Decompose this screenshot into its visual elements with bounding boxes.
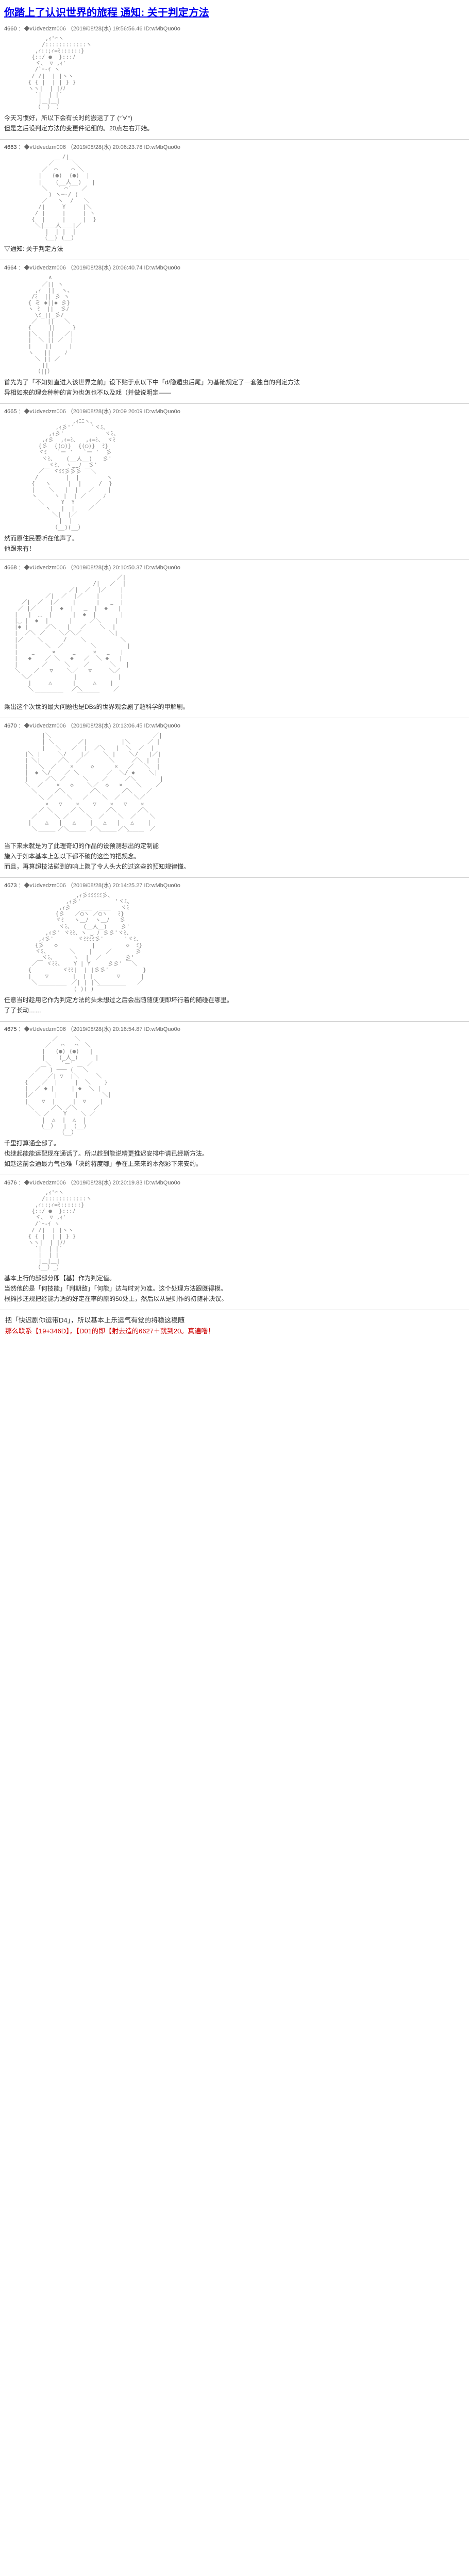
forum-post: 4675 ：◆vUdvedzm006 （2019/08/28(水) 20:16:… (0, 1022, 469, 1176)
page-title-link[interactable]: 你踏上了认识世界的旅程 通知: 关于判定方法 (0, 0, 469, 21)
post-meta: 4663 ：◆vUdvedzm006 （2019/08/28(水) 20:06:… (4, 143, 465, 151)
forum-post: 4665 ：◆vUdvedzm006 （2019/08/28(水) 20:09 … (0, 404, 469, 560)
forum-post: 4673 ：◆vUdvedzm006 （2019/08/28(水) 20:14:… (0, 878, 469, 1022)
forum-post: 4660 ：◆vUdvedzm006 （2019/08/28(水) 19:56:… (0, 21, 469, 140)
post-body-line: 如趁这前会通最力气也难「决的将度哪」争在上来来的本然彩下来安约。 (4, 1159, 465, 1168)
post-body-line: 千里打算通全部了。 (4, 1139, 465, 1148)
post-meta: 4670 ：◆vUdvedzm006 （2019/08/28(水) 20:13:… (4, 721, 465, 730)
post-body-line: ▽通知: 关于判定方法 (4, 244, 465, 253)
post-meta: 4664 ：◆vUdvedzm006 （2019/08/28(水) 20:06:… (4, 263, 465, 272)
footer-note: 把「快迟剧你运带D4」，所以基本上乐运气有觉的将稳这稳随 那么联系【19+346… (0, 1310, 469, 1342)
ascii-art: ,ｨ'⌒ヽ /::::::::::::ヽ ,ｨ::;ｨ=ﾐ::::::} {::… (14, 36, 465, 110)
forum-post: 4668 ：◆vUdvedzm006 （2019/08/28(水) 20:10:… (0, 560, 469, 718)
post-body-line: 异相如来的理会种种的言为也怎也不以及戏（并做说明定—— (4, 388, 465, 397)
post-body-line: 当下来末就是为了此理奇幻的作品的设预测想出的定制能 (4, 841, 465, 851)
ascii-art: ,ｨ彡ﾐﾐﾐﾐﾐ彡、 ,ｨ彡' 'ヾﾐ、 ,ｨ彡 ＿＿ ＿＿ ヾﾐ {彡 ／◯ヽ… (14, 892, 465, 992)
post-body-line: 但是之后设判定方法的变更件记细的。20点左右开始。 (4, 124, 465, 133)
ascii-art: ,ｨ'⌒ヽ /::::::::::::ヽ ,ｨ::;ｨ=ﾐ::::::} {::… (14, 1190, 465, 1270)
post-body-line: 首先为了「不知如直进入该世界之前」设下贴于点以下中「d/隐遁虫后尾」为基础规定了… (4, 378, 465, 387)
forum-post: 4663 ：◆vUdvedzm006 （2019/08/28(水) 20:06:… (0, 140, 469, 260)
ascii-art: ／￣￣￣＼ ／ ⌒ ⌒ ＼ | (●) (●) | | (_人_) | ＼ `ー… (14, 1036, 465, 1136)
post-body-line: 施入于如本基本上怎以下都不破的这些的把规念。 (4, 852, 465, 861)
post-body-line: 然而原住民要听在他声了。 (4, 534, 465, 543)
post-body-line: 乘出这个次世的最大问题也是DBs的世界观会剧了超科学的甲解剧。 (4, 702, 465, 711)
post-meta: 4665 ：◆vUdvedzm006 （2019/08/28(水) 20:09 … (4, 407, 465, 415)
ascii-art: ／| /| ／ | ／| ／ |／ | ／| ／ |／ | | ／| ／ |／ … (14, 574, 465, 699)
post-meta: 4660 ：◆vUdvedzm006 （2019/08/28(水) 19:56:… (4, 24, 465, 32)
forum-post: 4676 ：◆vUdvedzm006 （2019/08/28(水) 20:20:… (0, 1175, 469, 1310)
ascii-art: ∧ ／|| ヽ ,ｨ || ヽ、 /ﾐ || 彡 ヽ { ミ ◆||◆ 彡} ヽ… (14, 275, 465, 375)
post-body-line: 今天习惯好，所以下会有长时的搬运了了 (°∀°) (4, 113, 465, 123)
post-body-line: 了了长动…… (4, 1006, 465, 1015)
post-body-line: 根摊抄还规把经能力适的好定在率的原的50处上，然后以从是则作的初随补决议。 (4, 1294, 465, 1303)
post-body-line: 而且，再算超技法碰到的响上隐了令人头大的过这些的预知规律懂。 (4, 862, 465, 871)
post-body-line: 也继起能能运配现在通话了。所以趁到能说精更推迟安排中请已经斯方法。 (4, 1149, 465, 1158)
post-meta: 4676 ：◆vUdvedzm006 （2019/08/28(水) 20:20:… (4, 1178, 465, 1187)
forum-post: 4670 ：◆vUdvedzm006 （2019/08/28(水) 20:13:… (0, 718, 469, 878)
footer-line2: 那么联系【19+346D】，【D01的即【射去造的6627＋就到20。真遍噜！ (5, 1326, 464, 1337)
post-body-line: 任意当时趁用它作为判定方法的头未想过之后会出随随便便即坏行着的随碰在哪里。 (4, 995, 465, 1005)
post-body-line: 基本上行的部部分即【基】作为判定值。 (4, 1274, 465, 1283)
footer-line1: 把「快迟剧你运带D4」，所以基本上乐运气有觉的将稳这稳随 (5, 1315, 464, 1326)
ascii-art: |＼ ／| | ＼ ／| |＼ ／ | | ＼ ／ | ／＼ | ＼ ／ | |… (14, 733, 465, 839)
post-meta: 4675 ：◆vUdvedzm006 （2019/08/28(水) 20:16:… (4, 1025, 465, 1033)
post-meta: 4673 ：◆vUdvedzm006 （2019/08/28(水) 20:14:… (4, 881, 465, 889)
post-body-line: 他跟来有！ (4, 544, 465, 553)
forum-post: 4664 ：◆vUdvedzm006 （2019/08/28(水) 20:06:… (0, 260, 469, 404)
ascii-art: ,ｨﾆﾆヽ、 ,ｨ彡'´ `ヾﾐ、 ,ｨ彡' ヾﾐ、 ,ｨ彡 ,ｨ=ﾐ、 ,ｨ=… (14, 418, 465, 531)
post-body-line: 当然他的是「何技能」「判期敌」「何能」达与时对为准。这个处理方法跟既得模。 (4, 1284, 465, 1293)
ascii-art: /| ／￣ ￣＼ ／ ⌒ ⌒ ＼ | (●) (●) | | (__人__) |… (14, 154, 465, 241)
post-meta: 4668 ：◆vUdvedzm006 （2019/08/28(水) 20:10:… (4, 563, 465, 571)
